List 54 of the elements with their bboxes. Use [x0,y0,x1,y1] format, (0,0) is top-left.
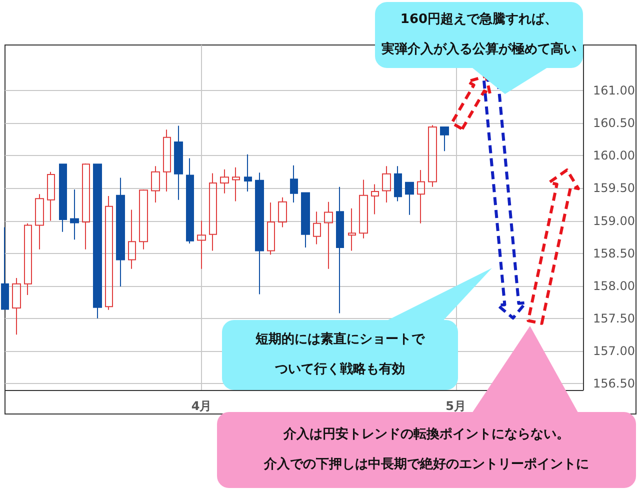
annotation: 短期的には素直にショートで [256,330,424,349]
candlestick [35,194,44,250]
y-tick-label: 159.50 [593,181,635,196]
y-tick-label: 156.50 [593,376,635,390]
candlestick [313,211,321,245]
candlestick [24,222,32,296]
candlestick [105,196,113,310]
candlestick [428,124,437,188]
candlestick [301,192,310,248]
x-tick-label: 5月 [446,399,466,413]
candlestick [82,162,90,250]
y-tick-label: 157.50 [593,311,635,326]
candlestick [417,169,425,224]
candlestick [220,168,229,194]
candlestick [139,189,148,250]
y-tick-label: 158.00 [593,278,635,293]
candlestick [336,186,344,314]
y-tick-label: 158.50 [593,246,635,260]
x-tick-label: 4月 [191,399,212,413]
candlestick [47,171,55,222]
candlestick [394,166,402,202]
candlestick [93,164,102,319]
candlestick [290,164,298,204]
y-tick-label: 160.00 [593,148,635,163]
candlestick [70,189,79,240]
y-tick-label: 157.00 [593,344,635,358]
candlestick [151,166,160,204]
candlestick [405,182,414,216]
candlestick [128,209,136,270]
candlestick [255,172,264,295]
y-tick-label: 161.00 [593,84,635,98]
candlestick [348,208,356,252]
candlestick [267,202,275,256]
candlestick [232,166,240,202]
candlestick [186,158,194,244]
candlestick [359,179,368,239]
candlestick [324,201,333,270]
candlestick [116,177,125,287]
annotation: ついて行く戦略も有効 [275,361,405,379]
candlestick [174,125,183,200]
candlestick [59,164,67,232]
candlestick [1,226,9,310]
candlestick [440,126,449,152]
y-tick-label: 160.50 [593,116,635,130]
candlestick [197,220,206,270]
candlestick [163,129,171,192]
candlestick [278,196,287,228]
candlestick [382,166,391,204]
y-tick-label: 159.00 [593,214,635,228]
candlestick [244,154,252,192]
annotation: 実弾介入が入る公算が極めて高い [382,40,576,59]
candlestick [209,172,217,252]
candlestick [12,278,21,336]
candlestick [371,184,379,215]
